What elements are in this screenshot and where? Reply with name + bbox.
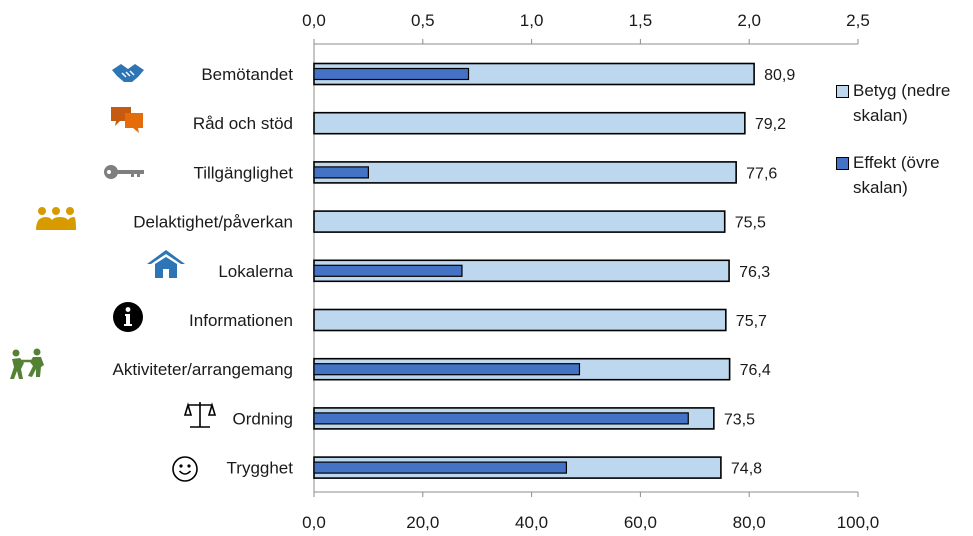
category-label: Tillgänglighet — [193, 163, 293, 182]
betyg-value-label: 79,2 — [755, 116, 786, 133]
betyg-value-label: 73,5 — [724, 411, 755, 428]
category-label: Råd och stöd — [193, 114, 293, 133]
legend-swatch-effekt — [836, 157, 849, 170]
category-label: Delaktighet/påverkan — [133, 213, 293, 232]
betyg-value-label: 75,7 — [736, 313, 767, 330]
bottom-tick-label: 60,0 — [624, 513, 657, 532]
bottom-tick-label: 80,0 — [733, 513, 766, 532]
betyg-value-label: 75,5 — [735, 215, 766, 232]
betyg-value-label: 74,8 — [731, 461, 762, 478]
effekt-bar — [313, 412, 689, 425]
betyg-value-label: 77,6 — [746, 165, 777, 182]
betyg-value-label: 80,9 — [764, 67, 795, 84]
bottom-tick-label: 100,0 — [837, 513, 880, 532]
people-icon — [10, 348, 44, 379]
category-label: Aktiviteter/arrangemang — [113, 360, 293, 379]
betyg-bar — [313, 210, 726, 233]
category-label: Ordning — [233, 409, 293, 428]
top-tick-label: 0,0 — [302, 11, 326, 30]
betyg-value-label: 76,3 — [739, 264, 770, 281]
top-tick-label: 0,5 — [411, 11, 435, 30]
top-tick-label: 2,5 — [846, 11, 870, 30]
legend: Betyg (nedre skalan) Effekt (övre skalan… — [836, 78, 966, 222]
speech-bubbles-icon — [111, 107, 143, 133]
category-label: Trygghet — [227, 459, 294, 478]
effekt-bar — [313, 166, 370, 179]
betyg-bar — [313, 308, 727, 332]
handshake-icon — [112, 64, 144, 82]
betyg-value-label: 76,4 — [740, 362, 771, 379]
effekt-bar — [313, 461, 568, 474]
top-tick-label: 1,5 — [629, 11, 653, 30]
info-icon — [113, 302, 143, 332]
bottom-tick-label: 40,0 — [515, 513, 548, 532]
legend-item-betyg: Betyg (nedre skalan) — [836, 78, 966, 128]
category-label: Bemötandet — [201, 65, 293, 84]
bottom-tick-label: 20,0 — [406, 513, 439, 532]
house-icon — [147, 250, 185, 278]
bottom-tick-label: 0,0 — [302, 513, 326, 532]
betyg-bar — [313, 111, 746, 135]
effekt-bar — [313, 67, 470, 81]
category-label: Lokalerna — [218, 262, 293, 281]
group-icon — [36, 207, 76, 230]
top-tick-label: 1,0 — [520, 11, 544, 30]
key-icon — [104, 165, 144, 179]
smiley-icon — [172, 456, 198, 482]
betyg-bar — [313, 161, 737, 184]
legend-swatch-betyg — [836, 85, 849, 98]
legend-label-betyg: Betyg (nedre skalan) — [853, 81, 951, 125]
effekt-bar — [313, 264, 463, 277]
legend-item-effekt: Effekt (övre skalan) — [836, 150, 966, 200]
top-tick-label: 2,0 — [737, 11, 761, 30]
effekt-bar — [313, 363, 581, 376]
category-label: Informationen — [189, 311, 293, 330]
legend-label-effekt: Effekt (övre skalan) — [853, 153, 940, 197]
scales-icon — [183, 402, 217, 428]
